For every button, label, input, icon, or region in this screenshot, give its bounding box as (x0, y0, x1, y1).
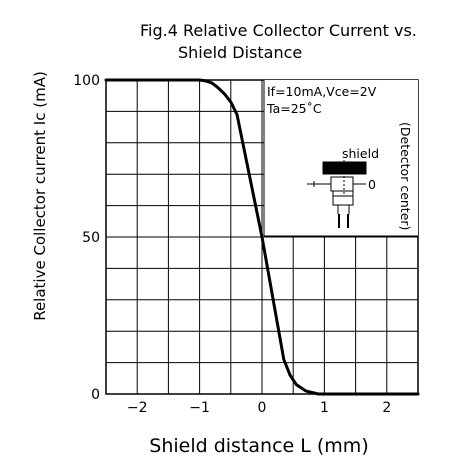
y-tick-label: 50 (82, 230, 100, 246)
x-tick-label: −1 (189, 400, 210, 416)
x-tick-label: 2 (382, 400, 391, 416)
chart-title-line-2: Shield Distance (178, 43, 302, 62)
shield-label: shield (342, 146, 379, 161)
side-label: (Detector center) (398, 122, 413, 230)
chart-title-line-1: Fig.4 Relative Collector Current vs. (140, 21, 417, 40)
plot-frame (105, 79, 419, 395)
x-axis-label: Shield distance L (mm) (149, 435, 368, 457)
detector-diagram (307, 160, 367, 228)
inset-background (264, 80, 418, 236)
tick-labels: −2 −1 0 1 2 0 50 100 (73, 73, 391, 416)
x-tick-label: 0 (258, 400, 267, 416)
condition-text-2: Ta=25˚C (266, 101, 322, 116)
zero-label: 0 (368, 177, 376, 192)
plot-area: −2 −1 0 1 2 0 50 100 If=10mA,Vce=2V Ta=25˚C (De… (73, 73, 420, 416)
y-tick-label: 100 (73, 73, 100, 89)
x-tick-label: 1 (320, 400, 329, 416)
y-tick-label: 0 (91, 387, 100, 403)
condition-text-1: If=10mA,Vce=2V (267, 84, 377, 99)
data-series-line (104, 78, 420, 396)
detector-base (332, 190, 354, 206)
y-axis-label: Relative Collector current Ic (mA) (31, 71, 49, 321)
x-tick-label: −2 (127, 400, 148, 416)
inset-annotation: If=10mA,Vce=2V Ta=25˚C (Detector center)… (263, 80, 418, 237)
